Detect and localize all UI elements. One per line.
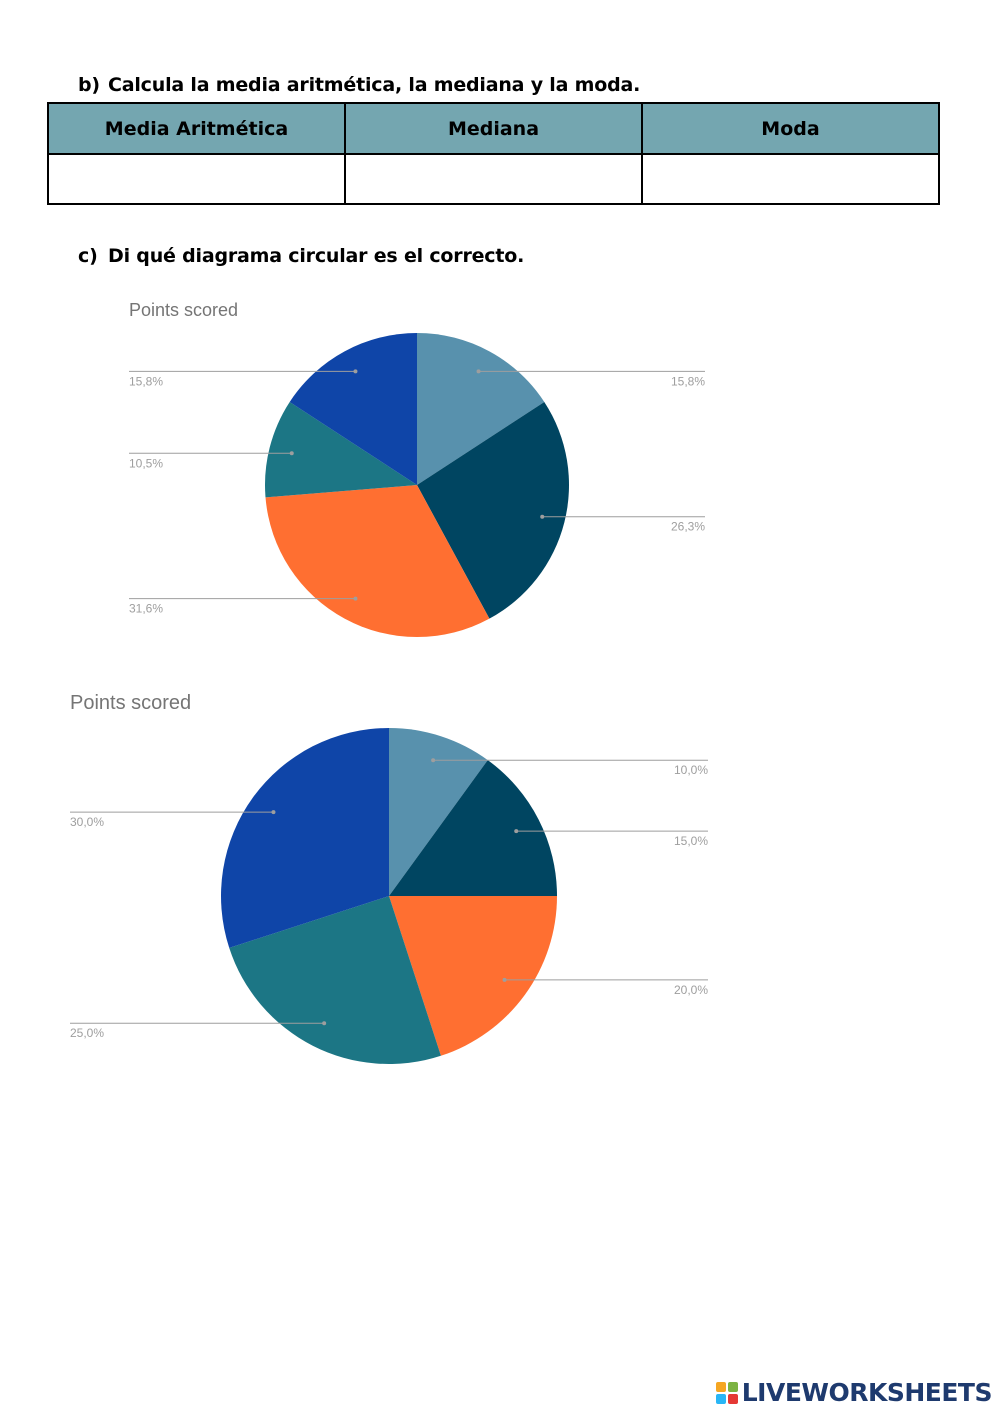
pie-1-label-1: 15,8% <box>671 374 705 388</box>
pie-1-leader-dot-3 <box>353 596 358 601</box>
liveworksheets-branding: LIVEWORKSHEETS <box>715 1378 993 1407</box>
question-b-letter: b) <box>78 74 100 96</box>
pie-2-label-5: 30,0% <box>70 815 104 829</box>
liveworksheets-logo-icon <box>715 1381 738 1404</box>
logo-square-2 <box>727 1381 738 1392</box>
pie-2-leader-dot-5 <box>271 810 276 815</box>
pie-1-label-2: 26,3% <box>671 520 705 534</box>
pie-2-slice-4 <box>229 896 441 1064</box>
question-c-letter: c) <box>78 245 98 267</box>
pie-2-slice-5 <box>221 728 389 948</box>
pie-1-slice-4 <box>264 401 417 498</box>
pie-1-leader-dot-2 <box>540 514 545 519</box>
logo-square-3 <box>715 1393 726 1404</box>
header-media-aritmetica: Media Aritmética <box>47 102 346 155</box>
pie-2-slice-1 <box>389 728 488 896</box>
pie-1-title: Points scored <box>129 300 238 320</box>
question-b-text: Calcula la media aritmética, la mediana … <box>108 74 641 96</box>
answer-media-aritmetica-cell[interactable] <box>47 153 346 205</box>
answer-table-header-row: Media Aritmética Mediana Moda <box>47 102 940 155</box>
answer-moda-cell[interactable] <box>641 153 940 205</box>
question-c-text: Di qué diagrama circular es el correcto. <box>108 245 525 267</box>
header-mediana: Mediana <box>344 102 643 155</box>
pie-1-leader-dot-4 <box>289 451 294 456</box>
pie-2-label-1: 10,0% <box>674 763 708 777</box>
answer-mediana-cell[interactable] <box>344 153 643 205</box>
pie-1-label-5: 15,8% <box>129 374 163 388</box>
question-c: c) Di qué diagrama circular es el correct… <box>78 245 524 267</box>
pie-2-leader-dot-4 <box>322 1021 327 1026</box>
pie-2-label-2: 15,0% <box>674 834 708 848</box>
liveworksheets-wordmark: LIVEWORKSHEETS <box>741 1378 993 1407</box>
pie-1-slice-2 <box>417 401 569 619</box>
pie-chart-1: Points scored 15,8% 26,3% 31,6% 10,5% 15,8% <box>129 300 705 637</box>
pie-2-leader-dot-1 <box>431 758 436 763</box>
pie-chart-2: Points scored 10,0% 15,0% 20,0% 25,0% 30,0% <box>70 692 708 1064</box>
answer-row <box>47 153 940 205</box>
header-moda: Moda <box>641 102 940 155</box>
pie-2-slice-3 <box>389 896 557 1056</box>
logo-square-1 <box>715 1381 726 1392</box>
pie-1-label-3: 31,6% <box>129 602 163 616</box>
answer-table: Media Aritmética Mediana Moda <box>47 102 940 205</box>
logo-square-4 <box>727 1393 738 1404</box>
question-b: b) Calcula la media aritmética, la median… <box>78 74 640 96</box>
pie-1-leader-dot-1 <box>476 369 481 374</box>
pie-1-leader-dot-5 <box>353 369 358 374</box>
pie-1-label-4: 10,5% <box>129 456 163 470</box>
pie-2-label-3: 20,0% <box>674 983 708 997</box>
pie-2-label-4: 25,0% <box>70 1026 104 1040</box>
pie-2-title: Points scored <box>70 692 191 714</box>
pie-2-slice-2 <box>389 760 557 896</box>
pie-2-leader-dot-2 <box>514 829 519 834</box>
pie-2-leader-dot-3 <box>502 977 507 982</box>
